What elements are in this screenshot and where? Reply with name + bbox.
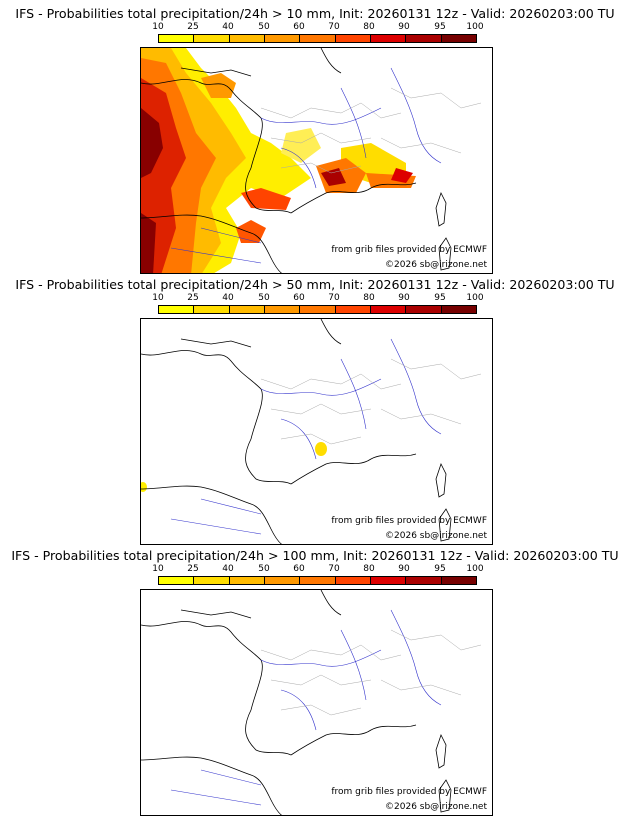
colorbar-tick: 10 [152,564,164,574]
colorbar-segment [441,35,476,42]
region-borders [260,358,482,445]
colorbar-tick: 80 [363,293,375,303]
colorbar-tick: 95 [434,22,446,32]
rivers [170,609,442,806]
colorbar [158,305,477,314]
colorbar-segment [406,306,442,313]
colorbar-ticks: 10 25 40 50 60 70 80 90 95 100 [152,293,483,304]
colorbar-ticks: 10 25 40 50 60 70 80 90 95 100 [152,564,483,575]
colorbar-tick: 60 [293,22,305,32]
copyright-credit: ©2026 sb@irizone.net [385,802,487,812]
colorbar-segment [335,35,371,42]
colorbar-tick: 10 [152,293,164,303]
colorbar-segment [406,577,442,584]
colorbar-tick: 40 [222,293,234,303]
colorbar-tick: 25 [187,293,199,303]
colorbar-tick: 70 [328,22,340,32]
precip-shading [141,48,416,273]
colorbar-segment [229,577,265,584]
map-area: from grib files provided by ECMWF ©2026 … [140,318,493,545]
colorbar-tick: 90 [398,293,410,303]
map-panel-50mm: IFS - Probabilities total precipitation/… [0,277,630,545]
rivers [170,338,442,535]
region-borders [260,87,482,174]
colorbar-tick: 50 [258,22,270,32]
colorbar-segment [441,577,476,584]
colorbar-segment [335,577,371,584]
colorbar-segment [335,306,371,313]
probability-map [141,590,482,815]
colorbar-segment [300,35,336,42]
map-area: from grib files provided by ECMWF ©2026 … [140,47,493,274]
colorbar-segment [370,35,407,42]
coastlines [141,48,452,273]
colorbar-tick: 100 [466,293,484,303]
colorbar [158,34,477,43]
colorbar-segment [159,35,195,42]
map-panel-10mm: IFS - Probabilities total precipitation/… [0,6,630,274]
colorbar-segment [441,306,476,313]
colorbar-tick: 90 [398,22,410,32]
colorbar-tick: 50 [258,564,270,574]
colorbar-segment [264,577,301,584]
colorbar [158,576,477,585]
colorbar-segment [370,577,407,584]
colorbar-segment [194,35,230,42]
colorbar-tick: 40 [222,564,234,574]
map-panel-100mm: IFS - Probabilities total precipitation/… [0,548,630,816]
colorbar-tick: 80 [363,22,375,32]
probability-map [141,319,482,544]
colorbar-tick: 70 [328,564,340,574]
copyright-credit: ©2026 sb@irizone.net [385,260,487,270]
region-borders [260,629,482,716]
copyright-credit: ©2026 sb@irizone.net [385,531,487,541]
source-credit: from grib files provided by ECMWF [331,245,487,255]
colorbar-tick: 95 [434,293,446,303]
colorbar-tick: 10 [152,22,164,32]
colorbar-segment [229,306,265,313]
colorbar-tick: 100 [466,564,484,574]
colorbar-segment [229,35,265,42]
colorbar-tick: 25 [187,22,199,32]
colorbar-tick: 90 [398,564,410,574]
colorbar-tick: 100 [466,22,484,32]
colorbar-segment [159,306,195,313]
colorbar-segment [300,577,336,584]
colorbar-tick: 80 [363,564,375,574]
colorbar-segment [194,577,230,584]
panel-title: IFS - Probabilities total precipitation/… [11,548,619,563]
colorbar-segment [406,35,442,42]
colorbar-tick: 60 [293,293,305,303]
probability-map [141,48,482,273]
panel-title: IFS - Probabilities total precipitation/… [15,6,615,21]
colorbar-tick: 40 [222,22,234,32]
colorbar-segment [264,306,301,313]
colorbar-segment [159,577,195,584]
source-credit: from grib files provided by ECMWF [331,516,487,526]
colorbar-segment [264,35,301,42]
colorbar-segment [194,306,230,313]
source-credit: from grib files provided by ECMWF [331,787,487,797]
colorbar-ticks: 10 25 40 50 60 70 80 90 95 100 [152,22,483,33]
colorbar-tick: 70 [328,293,340,303]
panel-title: IFS - Probabilities total precipitation/… [15,277,615,292]
map-area: from grib files provided by ECMWF ©2026 … [140,589,493,816]
colorbar-segment [300,306,336,313]
coastlines [141,590,452,815]
precip-shading [141,442,327,492]
colorbar-segment [370,306,407,313]
colorbar-tick: 25 [187,564,199,574]
coastlines [141,319,452,544]
colorbar-tick: 60 [293,564,305,574]
colorbar-tick: 50 [258,293,270,303]
rivers [170,67,442,264]
colorbar-tick: 95 [434,564,446,574]
